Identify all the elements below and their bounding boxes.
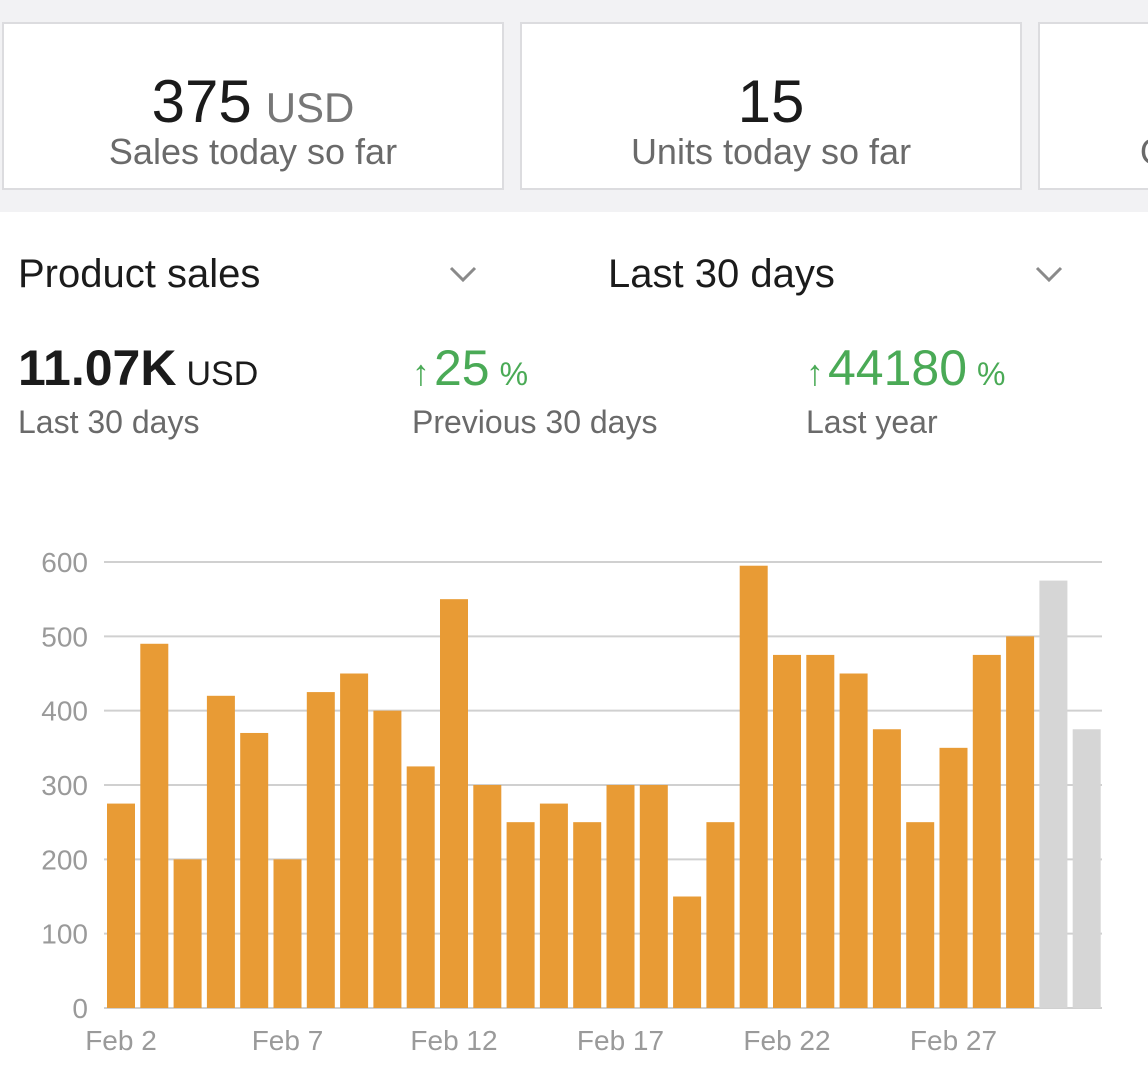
- sales-bar[interactable]: [739, 565, 768, 1008]
- previous-period-change: 25: [434, 340, 490, 396]
- sales-bar[interactable]: [839, 673, 868, 1009]
- chevron-down-icon: [449, 266, 477, 283]
- arrow-up-icon: ↑: [412, 352, 430, 393]
- sales-today-tile[interactable]: 375 USD Sales today so far: [2, 22, 504, 190]
- sales-bar[interactable]: [539, 803, 568, 1008]
- sales-bar[interactable]: [173, 859, 202, 1008]
- sales-bar[interactable]: [107, 803, 135, 1008]
- previous-period-label: Previous 30 days: [412, 404, 658, 440]
- sales-bar[interactable]: [506, 822, 535, 1008]
- sales-today-unit: USD: [265, 84, 355, 131]
- sales-bar[interactable]: [872, 729, 901, 1008]
- y-tick-label: 400: [41, 696, 88, 727]
- sales-bar[interactable]: [706, 822, 735, 1008]
- period-selector-label: Last 30 days: [608, 251, 835, 296]
- y-tick-label: 0: [72, 993, 88, 1024]
- third-today-label: O: [1140, 132, 1148, 172]
- previous-period-metric: ↑25% Previous 30 days: [412, 340, 657, 441]
- sales-today-value: 375: [151, 68, 252, 135]
- sales-bar[interactable]: [306, 692, 335, 1008]
- total-sales-value: 11.07K: [18, 340, 177, 396]
- last-year-value-row: ↑44180%: [806, 340, 1006, 396]
- x-tick-label: Feb 27: [910, 1025, 997, 1056]
- chevron-down-icon: [1035, 266, 1063, 283]
- sales-bar[interactable]: [906, 822, 935, 1008]
- total-sales-label: Last 30 days: [18, 404, 200, 440]
- last-year-metric: ↑44180% Last year: [806, 340, 1006, 441]
- sales-bar[interactable]: [273, 859, 302, 1008]
- today-summary-band: 375 USD Sales today so far 15 Units today…: [0, 0, 1148, 212]
- sales-bar[interactable]: [240, 732, 269, 1008]
- arrow-up-icon: ↑: [806, 352, 824, 393]
- units-today-tile[interactable]: 15 Units today so far: [520, 22, 1022, 190]
- sales-today-value-row: 375 USD: [4, 72, 502, 138]
- previous-period-value-row: ↑25%: [412, 340, 657, 396]
- x-tick-label: Feb 17: [577, 1025, 664, 1056]
- units-today-value: 15: [737, 68, 805, 135]
- previous-period-percent-sign: %: [499, 356, 529, 392]
- x-tick-label: Feb 2: [85, 1025, 157, 1056]
- x-tick-label: Feb 12: [410, 1025, 497, 1056]
- y-tick-label: 600: [41, 547, 88, 578]
- y-tick-label: 100: [41, 919, 88, 950]
- units-today-label: Units today so far: [630, 131, 912, 172]
- last-year-change: 44180: [828, 340, 968, 396]
- sales-bar[interactable]: [340, 673, 369, 1009]
- sales-bar[interactable]: [773, 654, 801, 1008]
- total-sales-unit: USD: [186, 355, 259, 393]
- y-tick-label: 500: [41, 621, 88, 652]
- y-tick-label: 300: [41, 770, 88, 801]
- sales-bar[interactable]: [639, 785, 668, 1008]
- last-year-percent-sign: %: [977, 356, 1006, 392]
- projected-bar[interactable]: [1072, 729, 1101, 1008]
- metric-selector-label: Product sales: [18, 251, 261, 296]
- sales-bar[interactable]: [373, 710, 402, 1008]
- total-sales-value-row: 11.07K USD: [18, 340, 258, 396]
- sales-bar[interactable]: [473, 785, 502, 1008]
- x-tick-label: Feb 22: [743, 1025, 830, 1056]
- sales-bar[interactable]: [939, 747, 968, 1008]
- sales-bar[interactable]: [606, 785, 635, 1008]
- sales-bar[interactable]: [673, 896, 702, 1009]
- period-selector[interactable]: Last 30 days: [608, 244, 1064, 304]
- metric-selector[interactable]: Product sales: [18, 244, 478, 304]
- last-year-label: Last year: [806, 404, 938, 440]
- sales-today-label: Sales today so far: [108, 131, 398, 172]
- sales-bar[interactable]: [573, 822, 602, 1008]
- units-today-value-row: 15: [522, 72, 1020, 132]
- sales-bar[interactable]: [440, 599, 468, 1008]
- sales-bar[interactable]: [806, 654, 835, 1008]
- sales-bar[interactable]: [1006, 636, 1035, 1008]
- third-today-tile[interactable]: O: [1038, 22, 1148, 190]
- projected-bar[interactable]: [1039, 580, 1068, 1008]
- y-tick-label: 200: [41, 844, 88, 875]
- sales-bar-chart: 0 100 200 300 400 500 600 Feb 2 Feb 7 Feb 12 Feb 1…: [41, 547, 1102, 1056]
- sales-bar[interactable]: [140, 643, 169, 1008]
- sales-bar[interactable]: [972, 654, 1001, 1008]
- sales-bar[interactable]: [206, 695, 235, 1008]
- sales-bar[interactable]: [406, 766, 435, 1008]
- x-tick-label: Feb 7: [252, 1025, 324, 1056]
- total-sales-metric: 11.07K USD Last 30 days: [18, 340, 258, 441]
